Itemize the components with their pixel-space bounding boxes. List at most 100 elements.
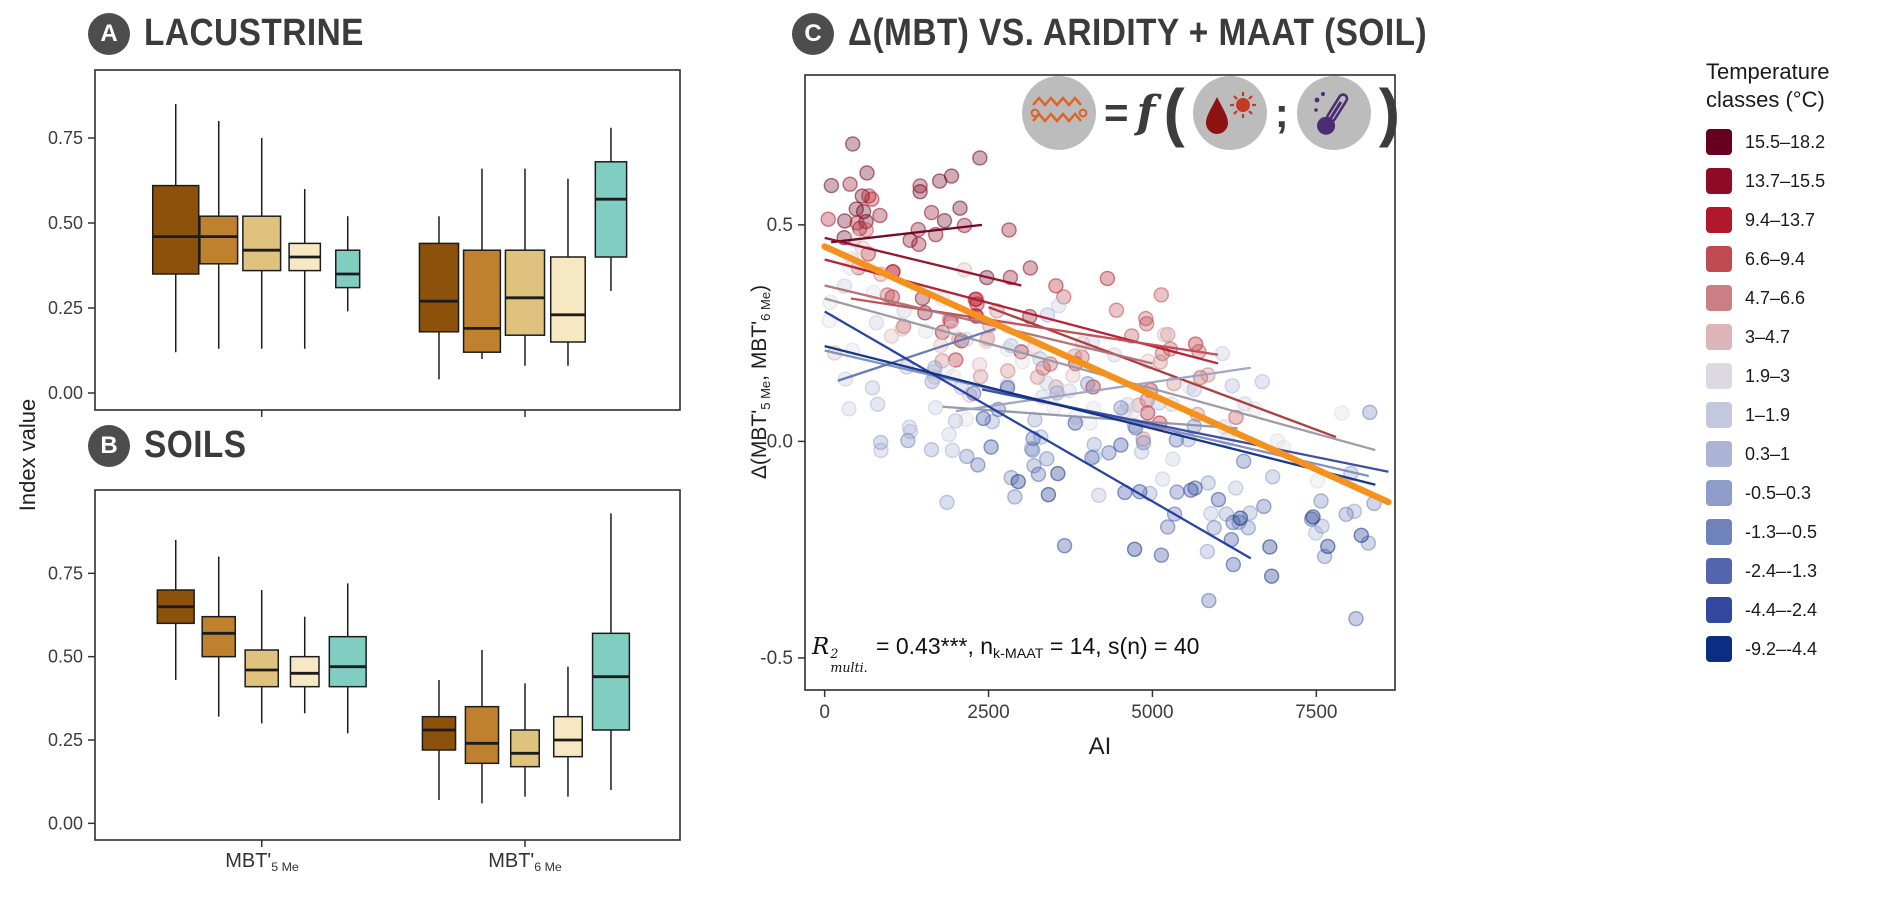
lacustrine-boxplot-panel-frame bbox=[94, 69, 681, 411]
x-tick-label: 5000 bbox=[1131, 702, 1173, 723]
legend-item: 0.3–1 bbox=[1706, 441, 1892, 467]
class-fit-line bbox=[824, 345, 1376, 486]
boxplot-box bbox=[549, 256, 586, 343]
legend-swatch bbox=[1706, 168, 1732, 194]
y-tick-label: 0.50 bbox=[48, 213, 83, 233]
x-axis-label-ai: AI bbox=[1088, 733, 1112, 760]
lacustrine-boxplot-panel: 0.00 0.25 0.50 0.75 bbox=[48, 104, 628, 417]
legend-class-label: -0.5–0.3 bbox=[1745, 482, 1812, 503]
panel-c-title: Δ(MBT) vs. Aridity + MAAT (Soil) bbox=[848, 12, 1428, 54]
y-tick-label: 0.25 bbox=[48, 298, 83, 318]
y-axis-label-index-value: Index value bbox=[15, 398, 40, 512]
y-axis-label-delta-mbt: Δ(MBT'5 Me, MBT'6 Me) bbox=[748, 284, 773, 480]
class-fit-line bbox=[831, 223, 983, 244]
soils-boxplot-panel-frame bbox=[94, 489, 681, 841]
legend-title: Temperature classes (°C) bbox=[1706, 59, 1830, 112]
panel-a-badge: A bbox=[88, 12, 130, 55]
legend-item: -0.5–0.3 bbox=[1706, 480, 1892, 506]
legend-swatch bbox=[1706, 441, 1732, 467]
gdgt-molecule-icon bbox=[1022, 76, 1096, 150]
panel-c-badge: C bbox=[792, 12, 834, 55]
boxplot-box bbox=[591, 632, 631, 731]
legend-swatch bbox=[1706, 558, 1732, 584]
class-fit-line bbox=[850, 297, 1219, 356]
soils-boxplot-panel: 0.00 0.25 0.50 0.75 bbox=[48, 513, 631, 847]
boxplot-box bbox=[201, 615, 237, 658]
x-tick-label: 0 bbox=[819, 702, 830, 723]
legend-class-label: 9.4–13.7 bbox=[1745, 209, 1816, 230]
legend-class-label: 13.7–15.5 bbox=[1745, 170, 1826, 191]
legend-class-label: 1–1.9 bbox=[1745, 404, 1791, 425]
boxplot-box bbox=[504, 249, 546, 336]
boxplot-box bbox=[594, 161, 628, 258]
legend-swatch bbox=[1706, 402, 1732, 428]
legend-swatch bbox=[1706, 636, 1732, 662]
class-fit-line bbox=[955, 366, 1251, 413]
legend-swatch bbox=[1706, 480, 1732, 506]
class-fit-line bbox=[824, 310, 1252, 560]
y-tick-label: 0.5 bbox=[767, 215, 793, 236]
legend-item: 13.7–15.5 bbox=[1706, 168, 1892, 194]
legend-item: 15.5–18.2 bbox=[1706, 129, 1892, 155]
y-tick-label: -0.5 bbox=[760, 648, 793, 669]
boxplot-box bbox=[462, 249, 502, 353]
x-tick-label-mbt6me: MBT'6 Me bbox=[488, 850, 562, 874]
boxplot-box bbox=[509, 729, 540, 768]
legend-item: -9.2–-4.4 bbox=[1706, 636, 1892, 662]
legend-class-label: 1.9–3 bbox=[1745, 365, 1791, 386]
legend-class-label: 15.5–18.2 bbox=[1745, 131, 1826, 152]
panel-b-title: Soils bbox=[144, 424, 247, 466]
legend-item: -2.4–-1.3 bbox=[1706, 558, 1892, 584]
legend-class-label: -2.4–-1.3 bbox=[1745, 560, 1818, 581]
icon-formula: = f ( ; bbox=[1022, 76, 1400, 150]
legend-class-label: -4.4–-2.4 bbox=[1745, 599, 1818, 620]
boxplot-box bbox=[421, 715, 457, 751]
boxplot-box bbox=[335, 249, 361, 289]
legend-items: 15.5–18.2 13.7–15.5 9.4–13.7 6.6–9.4 4.7–6.6… bbox=[1706, 129, 1892, 662]
legend-class-label: 4.7–6.6 bbox=[1745, 287, 1806, 308]
class-fit-line bbox=[824, 284, 1153, 365]
y-tick-label: 0.50 bbox=[48, 647, 83, 667]
legend-class-label: 3–4.7 bbox=[1745, 326, 1791, 347]
boxplot-box bbox=[464, 705, 500, 765]
y-tick-label: 0.00 bbox=[48, 383, 83, 403]
temperature-legend: Temperature classes (°C) 15.5–18.2 13.7–1… bbox=[1706, 58, 1892, 675]
legend-item: -4.4–-2.4 bbox=[1706, 597, 1892, 623]
class-fit-line bbox=[837, 327, 996, 382]
boxplot-box bbox=[151, 184, 200, 275]
legend-swatch bbox=[1706, 519, 1732, 545]
legend-swatch bbox=[1706, 597, 1732, 623]
legend-item: 1.9–3 bbox=[1706, 363, 1892, 389]
panel-a-title: Lacustrine bbox=[144, 12, 364, 54]
legend-swatch bbox=[1706, 363, 1732, 389]
legend-swatch bbox=[1706, 324, 1732, 350]
x-tick-label: 7500 bbox=[1295, 702, 1337, 723]
legend-swatch bbox=[1706, 246, 1732, 272]
y-tick-label: 0.75 bbox=[48, 563, 83, 583]
semicolon-separator: ; bbox=[1274, 89, 1289, 136]
legend-swatch bbox=[1706, 207, 1732, 233]
delta-mbt-scatter-panel: 0 2500 5000 7500 -0.5 0.0 0.5 bbox=[760, 136, 1392, 723]
y-tick-label: 0.0 bbox=[767, 431, 793, 452]
boxplot-box bbox=[242, 215, 282, 272]
boxplot-box bbox=[244, 649, 280, 688]
legend-item: 3–4.7 bbox=[1706, 324, 1892, 350]
regression-stats-annotation: R 2 multi. = 0.43***, nk-MAAT = 14, s(n) =… bbox=[812, 633, 1200, 676]
panel-c-header: C Δ(MBT) vs. Aridity + MAAT (Soil) bbox=[792, 12, 1506, 55]
boxplot-box bbox=[328, 635, 367, 688]
class-regression-lines bbox=[824, 223, 1389, 560]
legend-item: 4.7–6.6 bbox=[1706, 285, 1892, 311]
boxplot-box bbox=[199, 215, 239, 265]
function-f: f bbox=[1136, 87, 1156, 138]
overall-fit-line bbox=[821, 243, 1392, 506]
open-paren: ( bbox=[1163, 76, 1185, 149]
panel-b-badge: B bbox=[88, 424, 130, 467]
legend-item: 6.6–9.4 bbox=[1706, 246, 1892, 272]
aridity-icon bbox=[1192, 76, 1267, 150]
legend-swatch bbox=[1706, 285, 1732, 311]
legend-item: 1–1.9 bbox=[1706, 402, 1892, 428]
legend-class-label: 6.6–9.4 bbox=[1745, 248, 1806, 269]
class-fit-line bbox=[824, 236, 1022, 287]
